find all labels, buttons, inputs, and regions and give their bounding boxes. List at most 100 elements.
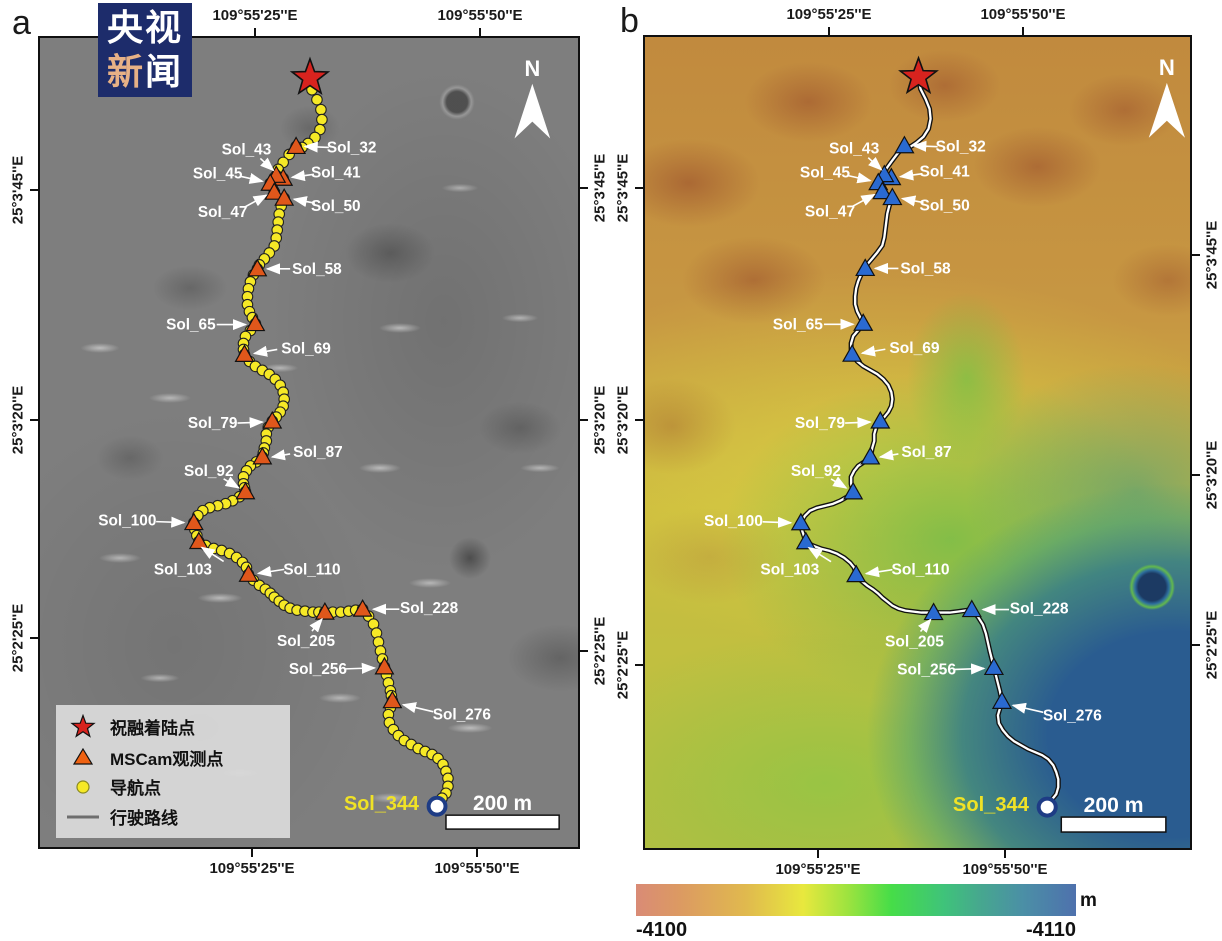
waypoint-label-Sol_65: Sol_65 (773, 316, 824, 333)
colorbar-labels: -4100 -4110 (636, 919, 1076, 941)
obs-marker-Sol_92 (235, 481, 256, 500)
obs-marker-Sol_58 (855, 258, 876, 277)
legend-label-landing-site: 祝融着陆点 (110, 719, 195, 739)
traverse-route-casing (798, 76, 1061, 808)
label-arrow-Sol_92 (223, 476, 240, 489)
obs-marker-Sol_79 (870, 410, 891, 429)
tick-bottom (476, 849, 478, 857)
legend-row-navpoint: 导航点 (66, 774, 280, 799)
waypoint-label-Sol_100: Sol_100 (704, 513, 763, 530)
tick-top (479, 28, 481, 36)
colorbar-gradient (636, 884, 1076, 916)
label-arrow-Sol_32 (911, 140, 938, 152)
label-arrow-Sol_87 (878, 449, 899, 461)
landing-star-icon (66, 713, 100, 740)
tick-bottom (1004, 850, 1006, 858)
north-label: N (1159, 55, 1175, 80)
coord-label-top: 109°55'50''E (437, 7, 523, 24)
tick-top (254, 28, 256, 36)
label-arrow-Sol_100 (762, 516, 793, 528)
nav-point-dot (316, 113, 328, 126)
map-panel-b-elevation: Sol_43 Sol_32 Sol_45 Sol_41 Sol_47 Sol_50 Sol_… (643, 35, 1192, 850)
label-arrow-Sol_69 (252, 345, 278, 357)
end-point-label: Sol_344 (953, 794, 1030, 816)
end-point-label: Sol_344 (344, 793, 419, 815)
label-arrow-Sol_110 (256, 565, 285, 577)
colorbar-max-label: -4110 (1025, 919, 1076, 941)
obs-marker-Sol_256 (374, 656, 395, 675)
obs-marker-Sol_205 (314, 601, 335, 620)
scalebar-label: 200 m (473, 792, 532, 815)
logo-row1: 央视 (106, 7, 183, 48)
landing-site-star (289, 56, 331, 96)
navpoint-dot-icon (66, 779, 100, 795)
label-arrow-Sol_45 (240, 173, 264, 184)
scalebar-label: 200 m (1084, 794, 1144, 817)
coord-label-bottom: 109°55'50''E (434, 860, 520, 877)
label-arrow-Sol_79 (237, 417, 264, 429)
obs-marker-Sol_50 (274, 188, 295, 206)
waypoint-label-Sol_43: Sol_43 (829, 141, 880, 158)
coord-label-top: 109°55'25''E (212, 7, 298, 24)
obs-marker-Sol_100 (790, 512, 811, 531)
map-legend: 祝融着陆点 MSCam观测点 导航点 行驶路线 (56, 705, 290, 838)
label-arrow-Sol_50 (900, 195, 924, 207)
tick-left (30, 189, 38, 191)
scalebar (445, 814, 560, 830)
label-arrow-Sol_276 (1011, 702, 1044, 714)
coord-label-right: 25°2'25''E (1203, 610, 1221, 680)
tick-top (1022, 27, 1024, 35)
obs-marker-Sol_79 (262, 410, 283, 429)
obs-marker-Sol_276 (382, 690, 403, 709)
waypoint-label-Sol_276: Sol_276 (1043, 707, 1102, 724)
waypoint-label-Sol_50: Sol_50 (311, 198, 361, 215)
obs-marker-Sol_276 (991, 691, 1013, 709)
label-arrow-Sol_87 (270, 449, 291, 461)
obs-marker-Sol_65 (245, 313, 266, 332)
waypoint-label-Sol_103: Sol_103 (154, 561, 212, 578)
elevation-colorbar: m -4100 -4110 (636, 884, 1097, 941)
coord-label-bottom: 109°55'25''E (775, 861, 861, 878)
waypoint-label-Sol_276: Sol_276 (433, 707, 491, 724)
label-arrow-Sol_32 (303, 141, 329, 153)
colorbar-unit: m (1080, 890, 1097, 911)
label-arrow-Sol_256 (954, 663, 986, 675)
obs-marker-Sol_65 (853, 313, 874, 331)
obs-marker-Sol_110 (238, 564, 259, 582)
waypoint-label-Sol_65: Sol_65 (166, 317, 216, 334)
colorbar-min-label: -4100 (636, 919, 688, 941)
legend-label-route: 行驶路线 (110, 809, 178, 829)
label-arrow-Sol_43 (867, 156, 883, 171)
label-arrow-Sol_103 (807, 546, 832, 563)
obs-marker-Sol_58 (247, 258, 268, 277)
label-arrow-Sol_256 (345, 662, 377, 674)
coord-label-bottom: 109°55'50''E (962, 861, 1048, 878)
waypoint-label-Sol_43: Sol_43 (222, 141, 272, 158)
north-arrow-icon (514, 83, 551, 139)
waypoint-label-Sol_45: Sol_45 (800, 165, 851, 182)
tick-left (635, 187, 643, 189)
end-point-marker (1036, 796, 1058, 818)
waypoint-label-Sol_92: Sol_92 (791, 463, 842, 480)
coord-label-right: 25°3'45''E (591, 153, 609, 223)
waypoint-label-Sol_79: Sol_79 (795, 415, 846, 432)
coord-label-left: 25°3'20''E (9, 385, 27, 455)
waypoint-label-Sol_79: Sol_79 (188, 415, 238, 432)
tick-top (828, 27, 830, 35)
tick-right (580, 650, 588, 652)
waypoint-label-Sol_41: Sol_41 (311, 164, 361, 181)
obs-marker-Sol_228 (961, 599, 982, 618)
obs-marker-Sol_100 (183, 512, 204, 531)
north-arrow-icon (1148, 82, 1185, 138)
legend-label-mscam: MSCam观测点 (110, 749, 224, 769)
obs-marker-Sol_92 (843, 481, 864, 500)
route-line-icon (66, 814, 100, 820)
label-arrow-Sol_41 (898, 169, 923, 181)
waypoint-label-Sol_110: Sol_110 (891, 562, 949, 579)
tick-bottom (251, 849, 253, 857)
waypoint-label-Sol_58: Sol_58 (900, 260, 951, 277)
waypoint-label-Sol_256: Sol_256 (897, 661, 956, 678)
label-arrow-Sol_69 (860, 345, 886, 357)
map-a-overlay: Sol_43 Sol_32 Sol_45 Sol_41 Sol_47 Sol_50 Sol_… (98, 56, 560, 830)
label-arrow-Sol_100 (156, 516, 186, 528)
